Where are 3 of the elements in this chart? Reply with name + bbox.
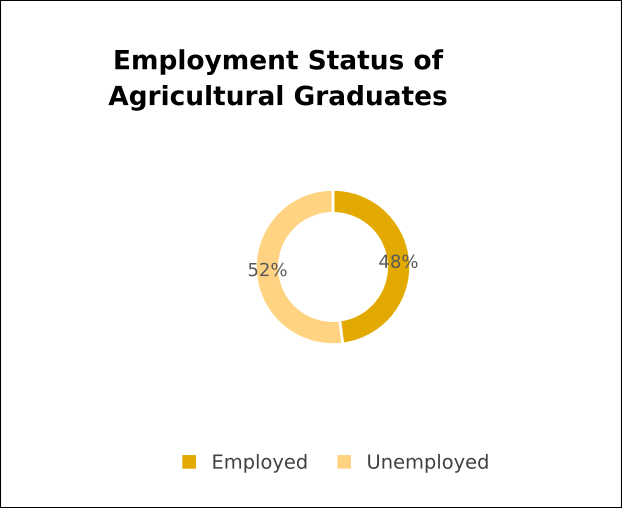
legend-label: Unemployed	[368, 454, 488, 473]
legend-label: Employed	[213, 454, 306, 473]
chart-title: Employment Status of Agricultural Graduates	[108, 49, 446, 111]
